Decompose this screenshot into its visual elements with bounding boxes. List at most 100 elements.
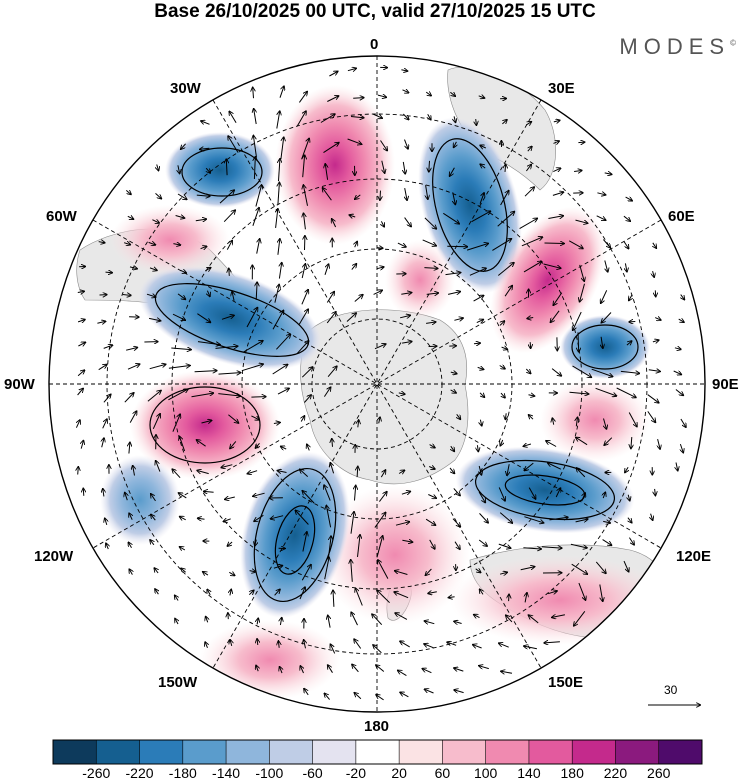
wind-vector [327, 96, 338, 102]
pink-anomaly-5w [275, 85, 395, 245]
wind-vector [604, 437, 613, 445]
wind-vector [254, 109, 257, 125]
wind-vector [653, 242, 656, 248]
wind-vector [504, 286, 512, 297]
wind-vector [524, 646, 538, 649]
wind-vector [278, 183, 280, 205]
wind-vector [304, 395, 311, 403]
wind-vector [477, 367, 484, 369]
wind-vector [333, 591, 334, 607]
wind-vector [273, 423, 280, 424]
wind-vector [129, 543, 132, 548]
wind-vector [207, 290, 209, 297]
wind-vector [330, 463, 335, 474]
wind-vector [376, 695, 384, 701]
wind-vector [253, 492, 265, 496]
wind-vector [328, 616, 330, 628]
lon-label-120w: 120W [34, 548, 74, 565]
wind-vector [528, 487, 535, 499]
wind-vector [425, 689, 434, 694]
wind-vector [223, 210, 235, 223]
wind-vector [253, 136, 257, 158]
wind-vector [450, 372, 457, 374]
wind-vector [221, 465, 233, 468]
wind-vector [568, 240, 583, 249]
wind-vector [354, 639, 362, 649]
wind-vector [497, 263, 514, 276]
wind-vector [379, 417, 380, 424]
wind-vector [351, 264, 357, 270]
lon-label-120e: 120E [676, 548, 712, 565]
blue-anomaly-145w [240, 451, 350, 619]
wind-vector [350, 117, 364, 118]
wind-vector [376, 267, 384, 269]
wind-vector [350, 215, 356, 217]
wind-vector [380, 140, 388, 151]
wind-vector [401, 293, 411, 295]
wind-vector [506, 615, 513, 623]
lon-label-30w: 30W [170, 80, 201, 97]
wind-vector [478, 491, 485, 502]
wind-vector [325, 694, 330, 700]
wind-vector [398, 393, 405, 394]
wind-vector [572, 365, 592, 377]
wind-vector [194, 371, 217, 372]
wind-vector [276, 209, 278, 228]
wind-vector [429, 539, 435, 549]
wind-vector [327, 536, 331, 559]
wind-vector [228, 136, 239, 153]
wind-vector [395, 571, 408, 575]
wind-vector [230, 590, 231, 596]
wind-vector [257, 619, 258, 625]
wind-vector [357, 535, 361, 557]
wind-vector [400, 692, 409, 698]
wind-vector [428, 494, 436, 499]
wind-vector [648, 370, 660, 372]
wind-vector [98, 242, 105, 243]
wind-vector [102, 438, 104, 448]
wind-vector [300, 470, 309, 477]
wind-vector [569, 392, 589, 394]
wind-vector [148, 242, 156, 244]
colorbar-tick-label: -60 [302, 765, 323, 781]
map-title: Base 26/10/2025 00 UTC, valid 27/10/2025… [154, 1, 596, 22]
wind-vector [355, 486, 356, 501]
wind-vector [379, 492, 386, 502]
wind-vector [226, 241, 232, 250]
wind-vector [499, 512, 512, 523]
wind-vector [447, 642, 457, 645]
wind-vector [281, 447, 287, 450]
wind-vector [246, 308, 257, 328]
wind-vector [528, 395, 535, 396]
wind-vector [355, 242, 357, 248]
wind-vector [155, 193, 162, 198]
wind-vector [248, 471, 258, 474]
wind-vector [480, 146, 487, 149]
wind-vector [582, 493, 585, 502]
wind-vector [198, 518, 205, 519]
wind-vector [479, 392, 484, 397]
colorbar-tick-label: -220 [125, 765, 154, 781]
wind-vector [180, 437, 186, 452]
wind-vector [401, 70, 407, 71]
wind-vector [377, 590, 390, 604]
wind-vector [519, 219, 538, 230]
pink-anomaly-10e [385, 240, 455, 320]
wind-vector [256, 239, 260, 254]
wind-vector [127, 216, 134, 219]
wind-vector [230, 640, 232, 647]
wind-vector [257, 639, 258, 646]
pink-anomaly-45w [110, 205, 230, 275]
wind-vector [673, 371, 682, 374]
lon-label-180: 180 [364, 718, 390, 735]
wind-vector [177, 293, 185, 299]
wind-vector [168, 389, 187, 401]
wind-vector [602, 539, 612, 546]
wind-vector [146, 294, 156, 297]
wind-vector [149, 364, 166, 370]
wind-vector [454, 621, 462, 623]
wind-vector [402, 540, 412, 542]
wind-vector [252, 208, 259, 226]
wind-vector [451, 445, 454, 451]
wind-vector [552, 615, 566, 618]
